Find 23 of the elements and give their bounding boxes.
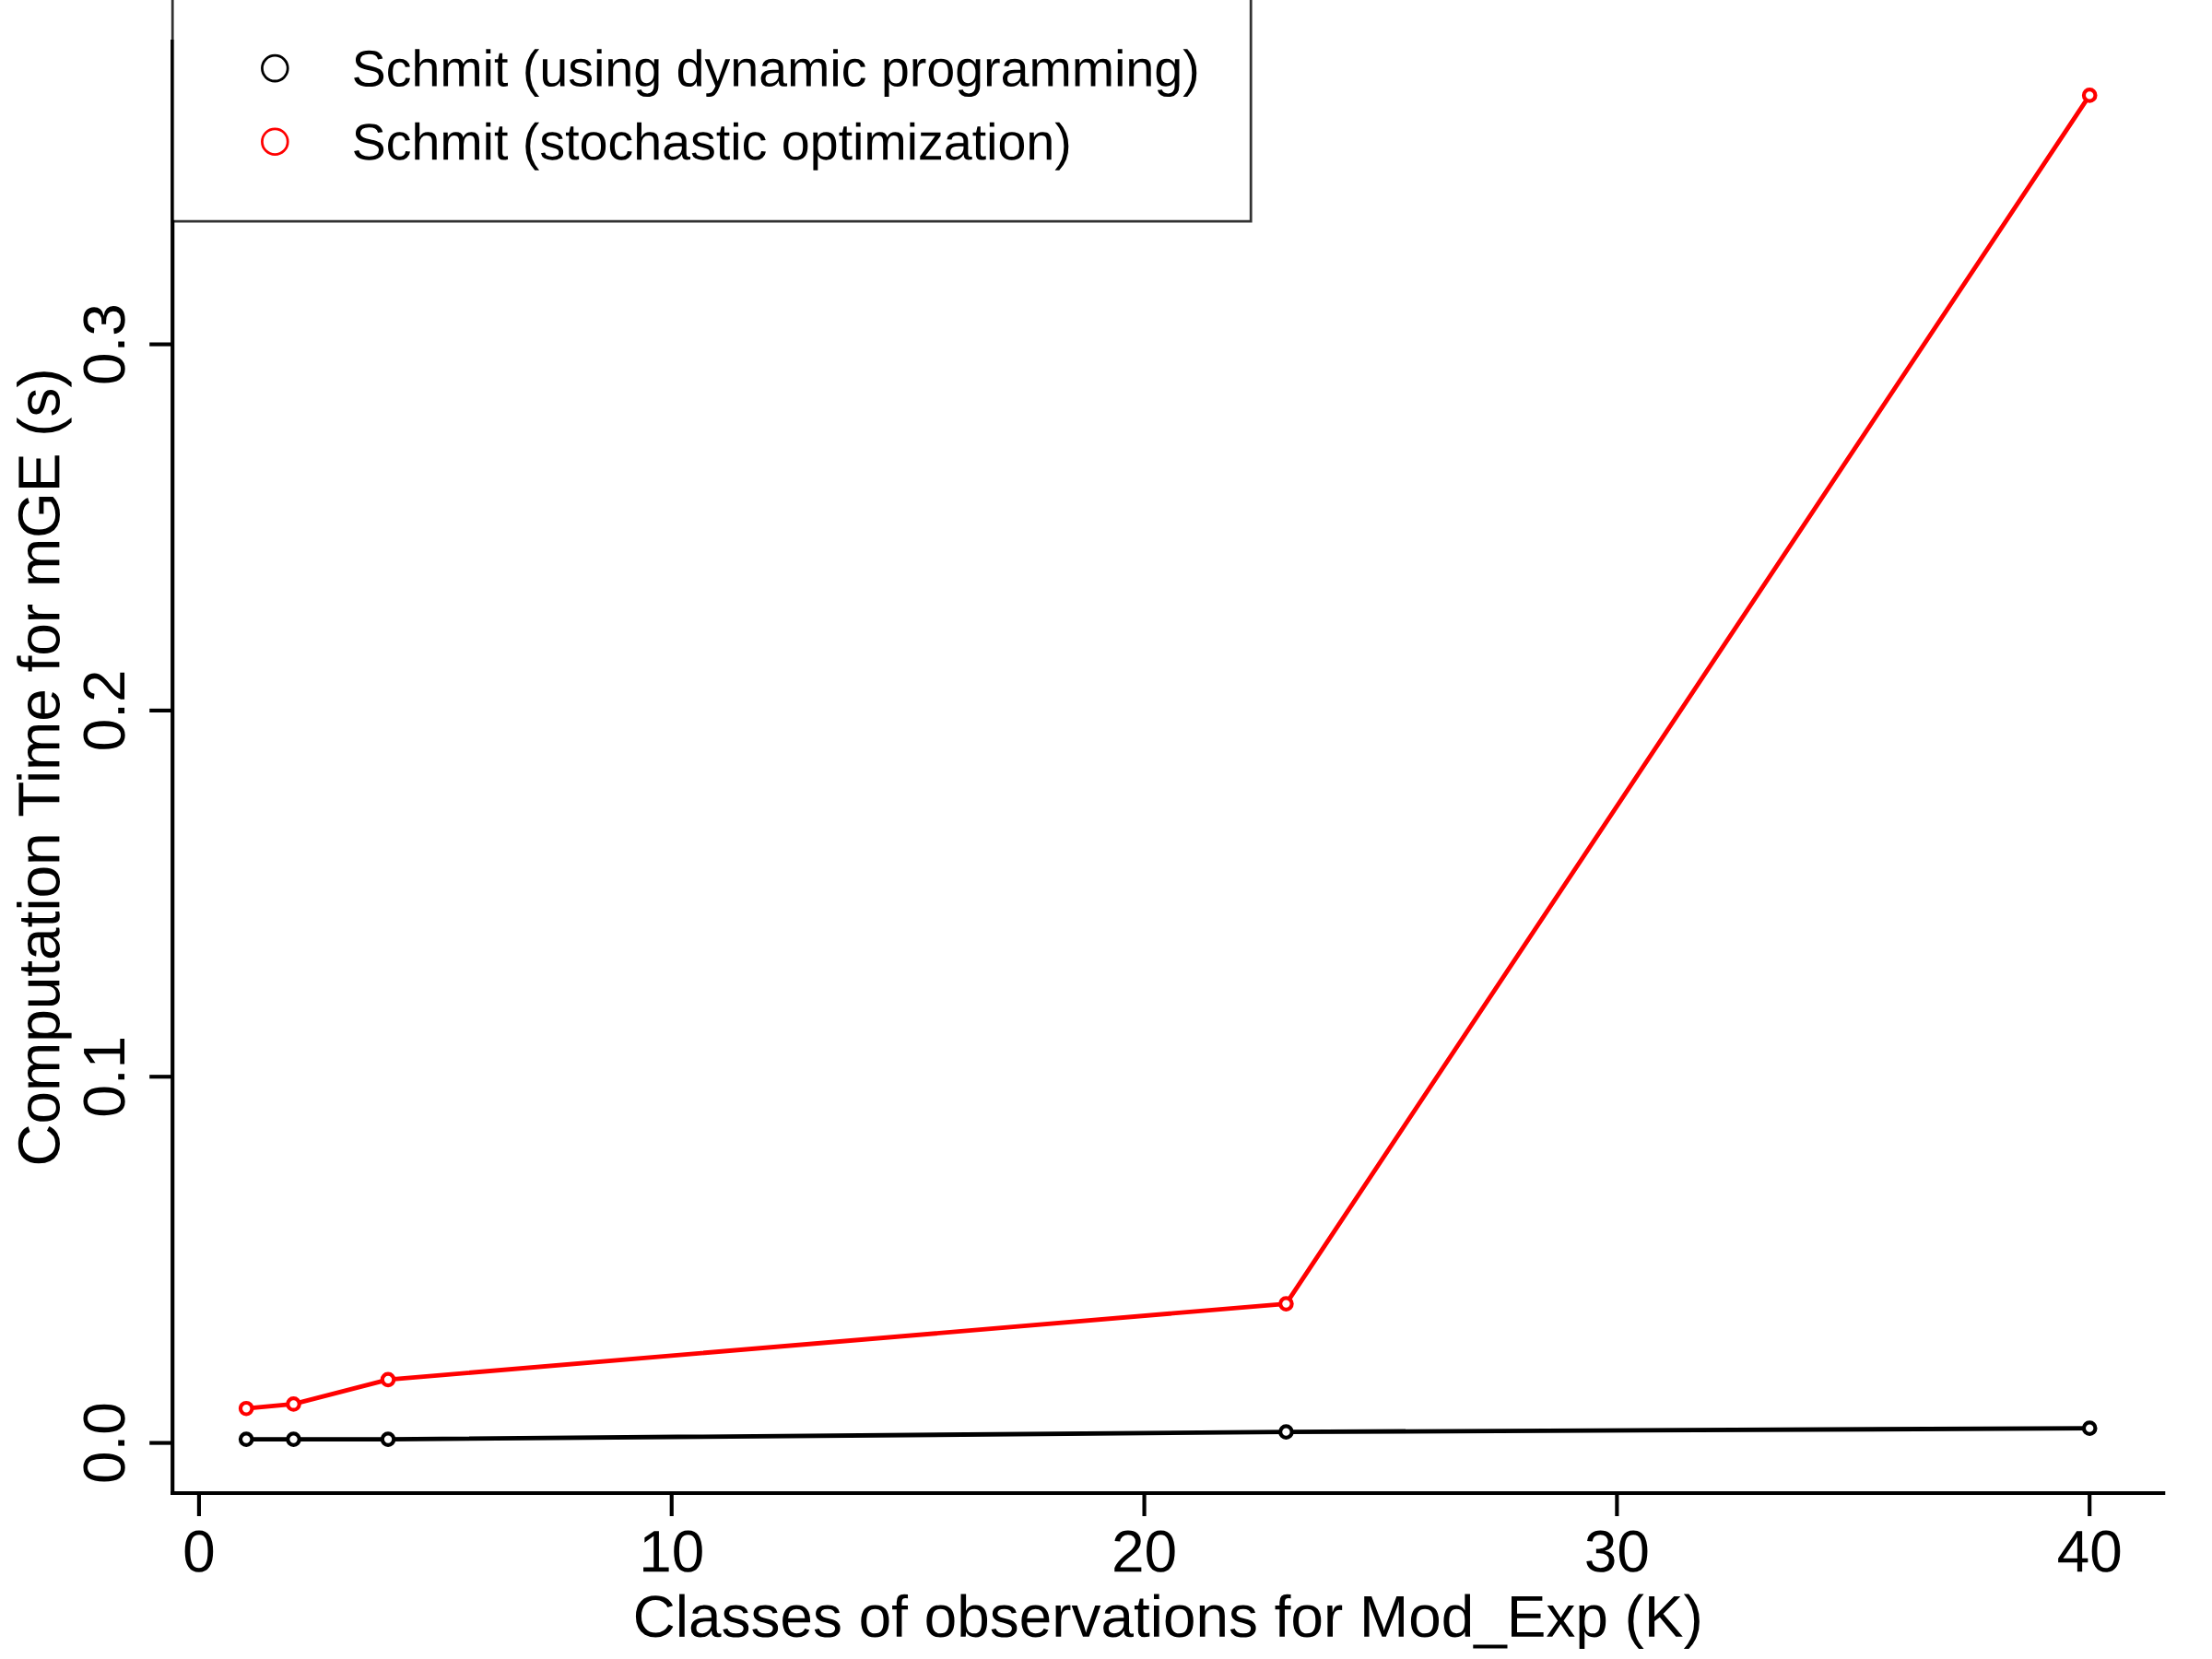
y-tick-label: 0.3 (83, 305, 125, 383)
point (1278, 1296, 1294, 1312)
point (286, 1396, 301, 1412)
y-axis-title: Computation Time for mGE (s) (17, 371, 72, 1164)
point (286, 1431, 301, 1447)
point (238, 1400, 254, 1417)
x-tick-label: 30 (1586, 1530, 1648, 1572)
x-tick-label: 0 (184, 1530, 214, 1572)
y-tick-label: 0.0 (83, 1404, 125, 1482)
point (380, 1431, 396, 1447)
y-tick-label: 0.1 (83, 1038, 125, 1116)
x-tick-label: 10 (643, 1530, 702, 1572)
point (238, 1431, 254, 1447)
legend-label: Schmit (using dynamic programming) (354, 49, 1197, 98)
x-tick-label: 40 (2058, 1530, 2121, 1572)
x-axis-title: Classes of observations for Mod_Exp (K) (635, 1594, 1700, 1650)
point (1278, 1424, 1294, 1440)
point (2081, 88, 2098, 103)
x-tick-label: 20 (1114, 1530, 1175, 1572)
legend-label: Schmit (stochastic optimization) (354, 122, 1069, 171)
y-tick-label: 0.2 (83, 672, 125, 749)
point (2081, 1420, 2098, 1437)
point (380, 1371, 396, 1388)
